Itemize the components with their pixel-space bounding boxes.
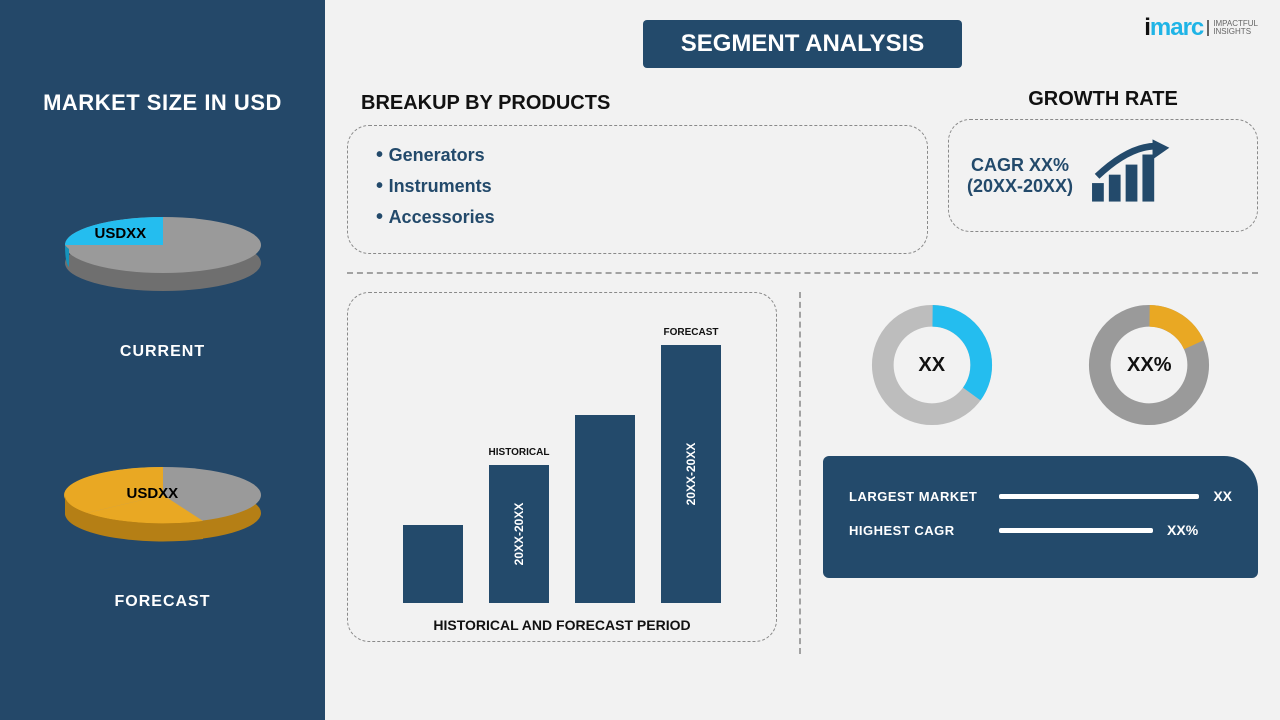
divider-vertical [799, 292, 801, 654]
breakup-box: Generators Instruments Accessories [347, 125, 928, 254]
pie-current: USDXX [53, 171, 273, 331]
pie-forecast-value: USDXX [127, 485, 179, 502]
pie-forecast: USDXX [53, 421, 273, 581]
sidebar-title: MARKET SIZE IN USD [43, 90, 282, 116]
right-column: XX XX% LARGEST MARKET XX [823, 292, 1258, 654]
logo-text: imarc [1144, 14, 1203, 42]
bar-1 [403, 525, 463, 603]
row-label: HIGHEST CAGR [849, 523, 999, 538]
breakup-panel: BREAKUP BY PRODUCTS Generators Instrumen… [347, 88, 928, 254]
row-bottom: HISTORICAL20XX-20XX FORECAST20XX-20XX HI… [325, 274, 1280, 654]
sidebar: MARKET SIZE IN USD USDXX CURRENT USDXX F… [0, 0, 325, 720]
brand-logo: imarc IMPACTFULINSIGHTS [1144, 14, 1258, 42]
page-root: MARKET SIZE IN USD USDXX CURRENT USDXX F… [0, 0, 1280, 720]
donut-1-label: XX [867, 300, 997, 430]
row-label: LARGEST MARKET [849, 489, 999, 504]
row-value: XX% [1167, 522, 1198, 538]
bar-group: HISTORICAL20XX-20XX FORECAST20XX-20XX [364, 311, 760, 603]
growth-text: CAGR XX% (20XX-20XX) [967, 155, 1073, 197]
bar-3 [575, 415, 635, 603]
row-bar [999, 528, 1153, 533]
row-top: BREAKUP BY PRODUCTS Generators Instrumen… [325, 68, 1280, 254]
table-row: LARGEST MARKET XX [849, 488, 1232, 504]
table-row: HIGHEST CAGR XX% [849, 522, 1232, 538]
donut-1: XX [867, 300, 997, 430]
breakup-item: Instruments [376, 171, 903, 202]
row-bar [999, 494, 1199, 499]
pie-current-value: USDXX [95, 225, 147, 242]
growth-chart-icon [1087, 138, 1171, 213]
growth-panel: GROWTH RATE CAGR XX% (20XX-20XX) [948, 88, 1258, 254]
breakup-item: Generators [376, 140, 903, 171]
donut-row: XX XX% [823, 300, 1258, 430]
bar-2: HISTORICAL20XX-20XX [489, 465, 549, 603]
logo-tagline: IMPACTFULINSIGHTS [1207, 20, 1258, 36]
historical-caption: HISTORICAL AND FORECAST PERIOD [348, 617, 776, 633]
growth-title: GROWTH RATE [948, 88, 1258, 119]
breakup-item: Accessories [376, 202, 903, 233]
pie-current-svg [53, 171, 273, 331]
page-title: SEGMENT ANALYSIS [643, 20, 963, 68]
breakup-list: Generators Instruments Accessories [376, 140, 903, 233]
main-panel: imarc IMPACTFULINSIGHTS SEGMENT ANALYSIS… [325, 0, 1280, 720]
bar-4: FORECAST20XX-20XX [661, 345, 721, 603]
pie-current-caption: CURRENT [120, 343, 205, 361]
growth-box: CAGR XX% (20XX-20XX) [948, 119, 1258, 232]
historical-forecast-chart: HISTORICAL20XX-20XX FORECAST20XX-20XX HI… [347, 292, 777, 642]
row-value: XX [1213, 488, 1232, 504]
donut-2: XX% [1084, 300, 1214, 430]
pie-forecast-caption: FORECAST [115, 593, 211, 611]
title-row: SEGMENT ANALYSIS [325, 0, 1280, 68]
breakup-title: BREAKUP BY PRODUCTS [347, 88, 928, 125]
donut-2-label: XX% [1084, 300, 1214, 430]
market-table: LARGEST MARKET XX HIGHEST CAGR XX% [823, 456, 1258, 578]
